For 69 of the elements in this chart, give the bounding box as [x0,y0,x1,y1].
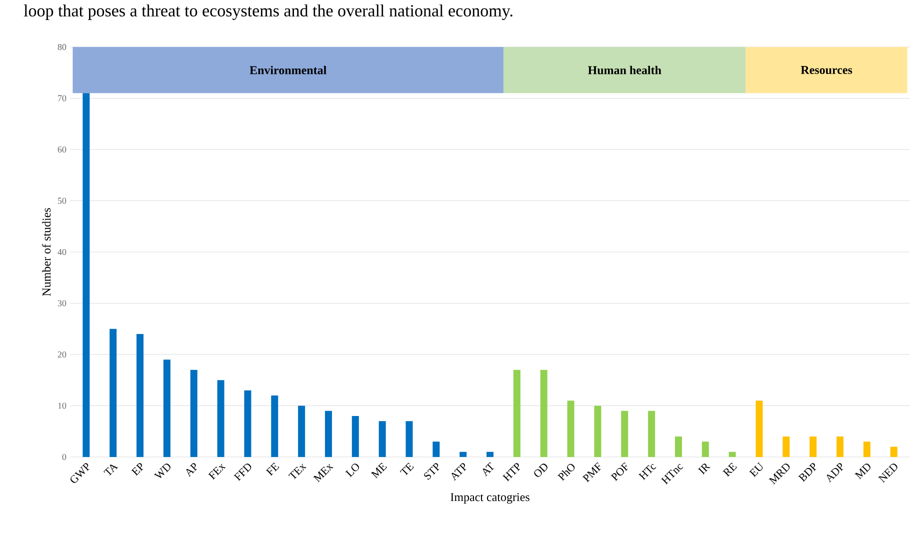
bar [540,370,548,457]
x-tick-label: STP [424,463,440,480]
bar [352,416,359,457]
bar [110,328,117,457]
bar [378,421,386,457]
x-tick-label: MD [854,464,870,480]
x-tick-label: FFD [234,464,252,482]
text: loop that poses a threat to ecosystems and the overall national economy. [24,4,512,20]
bar [406,421,413,457]
bar [836,436,844,457]
bar [863,442,870,457]
x-tick-label: OD [534,464,548,477]
x-tick-label: AT [482,462,494,477]
bar [674,436,682,457]
bar [324,410,332,457]
y-tick-label: 0 [62,454,66,460]
x-tick-label: TE [400,462,414,476]
y-tick-label: 40 [58,248,66,256]
x-tick-label: IR [698,464,710,475]
bar [728,452,736,457]
y-tick-label: 10 [58,402,66,409]
x-axis-title: Impact catogries [450,493,530,504]
bar [298,406,306,457]
x-tick-label: WD [154,464,170,478]
bar [432,442,440,457]
bar [621,410,628,457]
x-tick-label: ATP [452,463,466,481]
bar [190,370,198,457]
x-tick-label: ME [370,462,387,479]
bar [163,360,170,457]
band-label: Environmental [250,66,326,74]
bar [890,446,898,457]
bar [702,442,709,457]
x-tick-label: PhO [557,464,575,481]
bar [594,406,602,457]
x-tick-label: EU [749,462,763,478]
bar [460,452,467,457]
bar [136,334,144,457]
y-tick-label: 30 [58,300,66,306]
band-label: Human health [588,66,662,74]
y-tick-label: 20 [58,351,66,358]
y-axis-title: Number of studies [42,208,51,296]
x-tick-label: RE [722,462,737,477]
x-tick-label: HTc [638,464,656,480]
bar [271,395,278,457]
bar [648,410,656,457]
y-tick-label: 60 [58,146,66,153]
band-label: Resources [800,66,852,74]
x-tick-label: LO [345,464,359,478]
x-tick-label: AP [186,463,198,477]
bar [782,436,790,457]
x-tick-label: TEx [288,464,307,480]
x-tick-label: EP [131,463,144,476]
bar [567,400,574,457]
y-tick-label: 70 [58,95,66,102]
x-tick-label: POF [610,462,628,482]
x-tick-label: HTP [502,463,520,482]
y-tick-label: 80 [58,44,66,50]
bar [756,400,763,457]
bar [810,436,817,457]
y-tick-label: 50 [58,198,66,204]
bar [486,452,494,457]
bar [513,370,520,457]
bar [82,93,90,457]
x-tick-label: FE [266,462,280,476]
bar [217,380,224,457]
x-tick-label: TA [104,464,118,476]
x-tick-label: FEx [208,464,226,480]
bar [244,390,252,457]
